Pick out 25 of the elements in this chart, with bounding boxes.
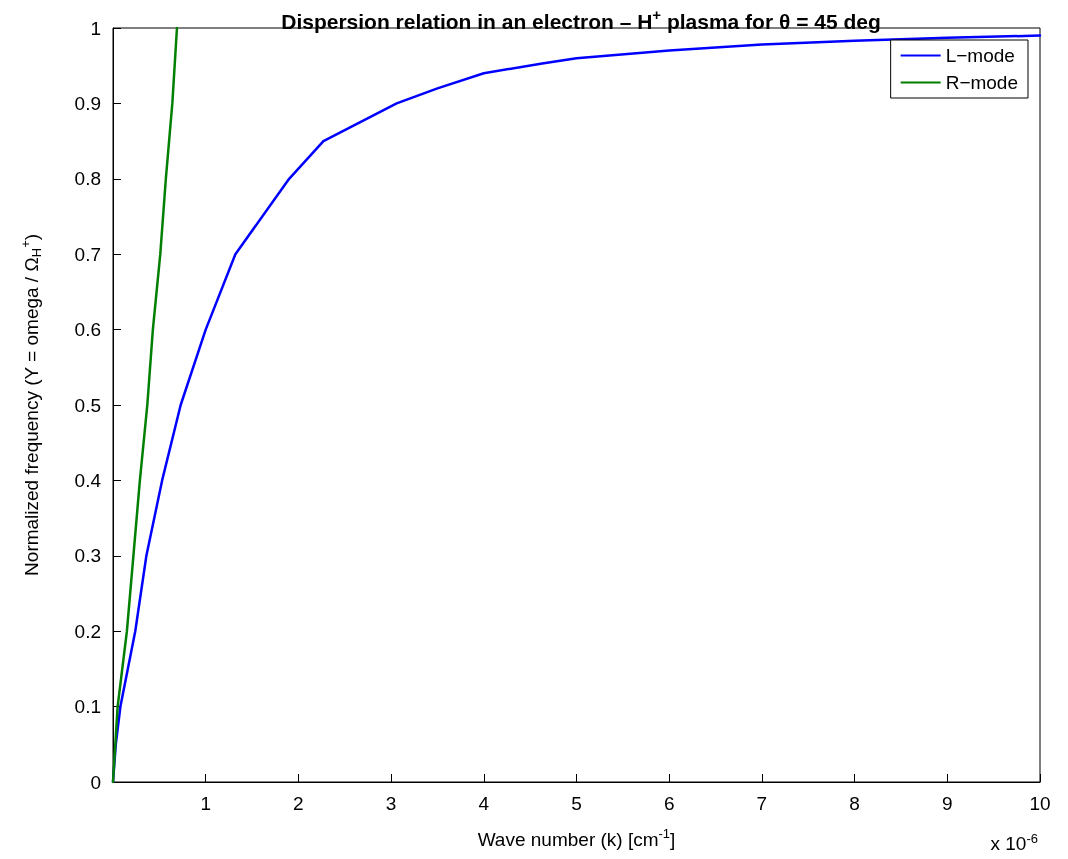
x-tick-label: 5	[571, 793, 582, 814]
y-tick-label: 0.2	[74, 620, 101, 642]
y-tick-label: 0.4	[74, 469, 102, 491]
x-tick-label: 10	[1029, 793, 1051, 814]
x-tick-label: 6	[663, 793, 675, 814]
y-tick-label: 0	[90, 771, 101, 793]
legend-label: R−mode	[945, 72, 1019, 93]
x-tick-label: 8	[849, 793, 860, 814]
y-axis-title: Normalized frequency (Y = omega / ΩH+)	[18, 233, 44, 576]
y-tick-label: 0.5	[74, 394, 101, 416]
x-tick-label: 3	[385, 793, 397, 814]
legend-label: L−mode	[945, 45, 1015, 66]
y-tick-label: 0.1	[74, 696, 101, 718]
x-tick-label: 4	[478, 793, 490, 814]
x-tick-label: 2	[293, 793, 304, 814]
y-tick-label: 0.8	[74, 168, 101, 190]
chart-title: Dispersion relation in an electron – H+ plasma for θ = 45 deg	[281, 6, 881, 33]
x-tick-label: 7	[756, 793, 768, 814]
y-tick-label: 0.9	[74, 92, 101, 114]
x-tick-label: 1	[200, 793, 211, 814]
y-tick-label: 0.3	[74, 545, 101, 567]
x-tick-label: 9	[942, 793, 953, 814]
y-tick-label: 1	[90, 17, 101, 39]
y-tick-label: 0.6	[74, 319, 101, 341]
y-tick-label: 0.7	[74, 243, 101, 265]
